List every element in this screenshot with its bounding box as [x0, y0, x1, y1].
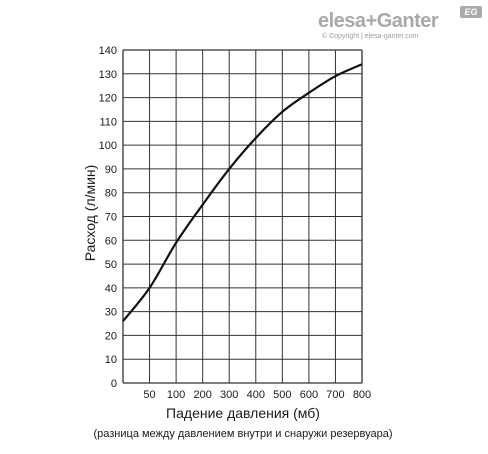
y-tick-label: 120: [99, 93, 117, 105]
brand-badge: EG: [460, 6, 482, 18]
y-tick-label: 40: [105, 283, 117, 295]
x-tick-labels: 50 100 200 300 400 500 600 700 800: [143, 389, 371, 401]
x-axis-sublabel: (разница между давлением внутри и снаруж…: [93, 428, 392, 440]
brand-name: elesa+Ganter: [318, 10, 439, 32]
y-tick-label: 50: [105, 259, 117, 271]
series-layer: [122, 63, 363, 322]
y-tick-label: 70: [105, 212, 117, 224]
x-tick-label: 800: [353, 389, 371, 401]
y-tick-label: 80: [105, 188, 117, 200]
brand-copyright: © Copyright | elesa-ganter.com: [322, 33, 419, 40]
y-tick-label: 130: [99, 69, 117, 81]
x-tick-label: 700: [326, 389, 344, 401]
y-axis-label: Расход (л/мин): [82, 165, 98, 262]
y-tick-labels: 0 10 20 30 40 50 60 70 80 90 100 110 120 130 140: [99, 45, 117, 390]
y-tick-label: 100: [99, 140, 117, 152]
y-tick-label: 90: [105, 164, 117, 176]
y-tick-label: 20: [105, 330, 117, 342]
y-tick-label: 60: [105, 235, 117, 247]
x-tick-label: 100: [167, 389, 185, 401]
x-axis-label: Падение давления (мб): [166, 405, 320, 421]
y-tick-label: 30: [105, 307, 117, 319]
x-tick-label: 200: [193, 389, 211, 401]
x-tick-label: 500: [273, 389, 291, 401]
y-tick-label: 0: [111, 378, 117, 390]
y-tick-label: 140: [99, 45, 117, 57]
x-tick-label: 300: [220, 389, 238, 401]
x-tick-label: 600: [300, 389, 318, 401]
grid: [122, 49, 363, 384]
series-line: [122, 63, 363, 322]
brand-logo: elesa+Ganter EG © Copyright | elesa-gant…: [318, 6, 483, 46]
x-tick-label: 400: [247, 389, 265, 401]
y-tick-label: 110: [99, 116, 117, 128]
x-tick-label: 50: [143, 389, 155, 401]
y-tick-label: 10: [105, 354, 117, 366]
